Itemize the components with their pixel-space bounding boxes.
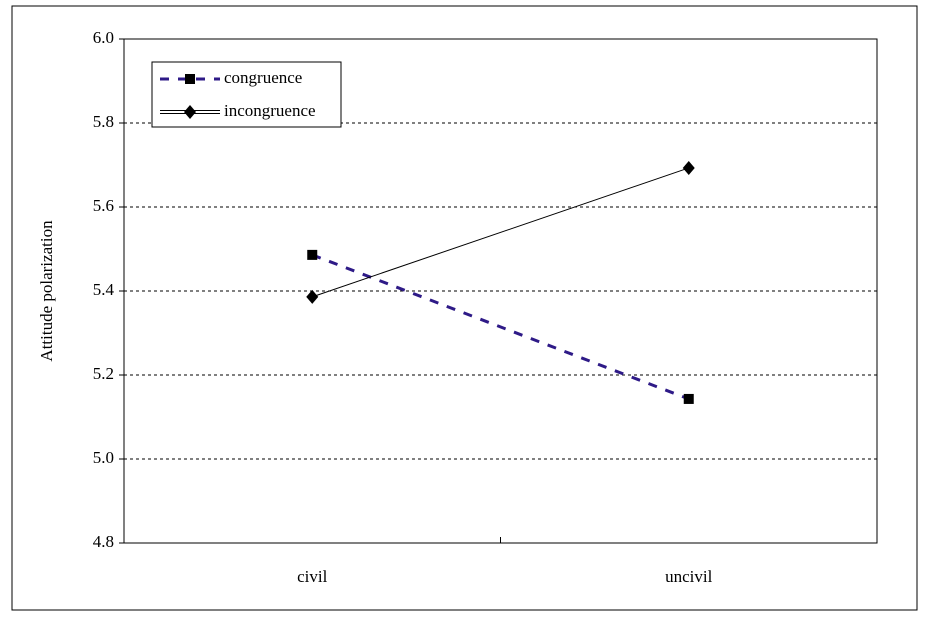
legend-label: congruence	[224, 68, 302, 87]
marker	[307, 249, 318, 260]
legend-marker	[185, 74, 195, 84]
x-tick-label: civil	[297, 567, 327, 586]
y-tick-label: 6.0	[93, 28, 114, 47]
series-line	[312, 167, 689, 298]
legend-box	[151, 61, 342, 128]
legend-label: incongruence	[224, 101, 316, 120]
marker	[683, 393, 694, 404]
marker	[682, 160, 695, 175]
y-tick-label: 5.6	[93, 196, 114, 215]
y-tick-label: 5.0	[93, 448, 114, 467]
series-line	[311, 253, 690, 401]
y-tick-label: 5.8	[93, 112, 114, 131]
y-axis-label: Attitude polarization	[37, 220, 56, 362]
y-tick-label: 4.8	[93, 532, 114, 551]
legend-marker	[184, 105, 196, 119]
x-tick-label: uncivil	[665, 567, 712, 586]
y-tick-label: 5.2	[93, 364, 114, 383]
marker	[306, 289, 319, 304]
y-tick-label: 5.4	[93, 280, 115, 299]
